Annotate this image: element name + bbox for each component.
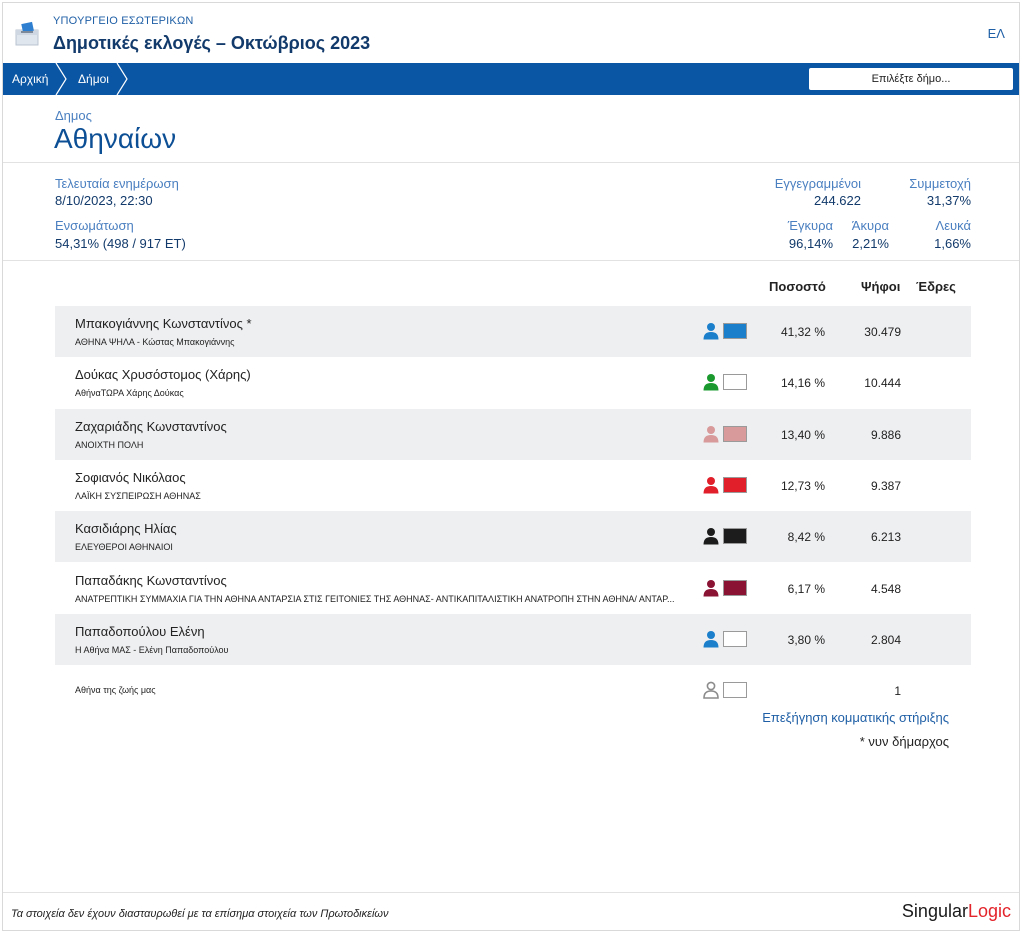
- breadcrumb-separator-icon: [116, 63, 128, 95]
- ballot-box-icon: [15, 21, 39, 46]
- breadcrumb-separator-icon: [55, 63, 67, 95]
- column-header-votes: Ψήφοι: [861, 279, 901, 294]
- candidate-name: Ζαχαριάδης Κωνσταντίνος: [75, 418, 227, 434]
- valid-value: 96,14%: [788, 236, 833, 251]
- party-name: Αθήνα της ζωής μας: [75, 685, 156, 696]
- table-row[interactable]: Αθήνα της ζωής μας 1: [55, 665, 971, 717]
- percent-value: 14,16 %: [780, 376, 825, 391]
- votes-value: 9.387: [870, 478, 901, 493]
- party-color-swatch: [723, 528, 747, 545]
- votes-value: 1: [894, 684, 901, 699]
- integration-value: 54,31% (498 / 917 ΕΤ): [55, 236, 186, 251]
- logo-text-part2: Logic: [967, 901, 1011, 921]
- candidate-name: Παπαδοπούλου Ελένη: [75, 623, 205, 639]
- table-row[interactable]: Ζαχαριάδης Κωνσταντίνος ΑΝΟΙΧΤΗ ΠΟΛΗ 13,40…: [55, 408, 971, 460]
- person-icon: [703, 579, 719, 596]
- election-title[interactable]: Δημοτικές εκλογές – Οκτώβριος 2023: [53, 33, 371, 53]
- party-color-swatch: [723, 579, 747, 596]
- person-icon: [703, 630, 719, 648]
- party-color-swatch: [723, 323, 747, 339]
- table-row[interactable]: Κασιδιάρης Ηλίας ΕΛΕΥΘΕΡΟΙ ΑΘΗΝΑΙΟΙ 8,42 %…: [55, 511, 971, 563]
- ministry-label: ΥΠΟΥΡΓΕΙΟ ΕΣΩΤΕΡΙΚΩΝ: [53, 15, 194, 27]
- votes-value: 30.479: [864, 325, 901, 339]
- person-icon: [703, 323, 719, 340]
- blank-value: 1,66%: [934, 236, 971, 251]
- breadcrumb-home[interactable]: Αρχική: [12, 72, 49, 86]
- column-header-percent: Ποσοστό: [769, 279, 826, 294]
- percent-value: 13,40 %: [780, 427, 825, 442]
- integration-label: Ενσωμάτωση: [55, 218, 134, 233]
- turnout-label: Συμμετοχή: [909, 176, 971, 191]
- party-name: ΑΘΗΝΑ ΨΗΛΑ - Κώστας Μπακογιάννης: [75, 337, 235, 347]
- percent-value: 12,73 %: [780, 478, 825, 493]
- table-row[interactable]: Παπαδοπούλου Ελένη Η Αθήνα ΜΑΣ - Ελένη Πα…: [55, 613, 971, 665]
- invalid-value: 2,21%: [852, 236, 889, 251]
- municipality-select[interactable]: Επιλέξτε δήμο...: [809, 68, 1013, 90]
- registered-value: 244.622: [814, 193, 861, 208]
- registered-label: Εγγεγραμμένοι: [774, 176, 861, 191]
- party-name: ΑθήναΤΩΡΑ Χάρης Δούκας: [75, 388, 184, 399]
- party-color-swatch: [723, 425, 747, 442]
- singularlogic-logo: SingularLogic: [902, 901, 1011, 922]
- column-header-seats: Έδρες: [916, 279, 956, 294]
- divider: [3, 892, 1019, 893]
- party-color-swatch: [723, 476, 747, 493]
- candidate-name: Δούκας Χρυσόστομος (Χάρης): [75, 367, 251, 383]
- municipality-name: Αθηναίων: [54, 123, 177, 154]
- candidate-name: Παπαδάκης Κωνσταντίνος: [75, 572, 227, 588]
- votes-value: 4.548: [870, 581, 901, 596]
- party-name: ΑΝΑΤΡΕΠΤΙΚΗ ΣΥΜΜΑΧΙΑ ΓΙΑ ΤΗΝ ΑΘΗΝΑ ΑΝΤΑΡ…: [75, 593, 675, 604]
- candidate-name: Κασιδιάρης Ηλίας: [75, 521, 177, 537]
- valid-label: Έγκυρα: [787, 218, 833, 233]
- party-color-swatch: [723, 630, 747, 647]
- party-name: ΛΑΪΚΗ ΣΥΣΠΕΙΡΩΣΗ ΑΘΗΝΑΣ: [75, 490, 201, 501]
- divider: [3, 260, 1019, 261]
- person-icon: [703, 374, 719, 391]
- party-name: ΑΝΟΙΧΤΗ ΠΟΛΗ: [75, 439, 144, 450]
- language-switch[interactable]: ΕΛ: [987, 26, 1005, 41]
- percent-value: 6,17 %: [787, 581, 825, 596]
- votes-value: 10.444: [864, 376, 901, 391]
- person-icon: [703, 476, 719, 494]
- turnout-value: 31,37%: [926, 193, 971, 208]
- party-color-swatch: [723, 682, 747, 699]
- percent-value: 3,80 %: [787, 632, 825, 647]
- percent-value: 8,42 %: [787, 530, 825, 545]
- table-row[interactable]: Μπακογιάννης Κωνσταντίνος * ΑΘΗΝΑ ΨΗΛΑ - …: [55, 306, 971, 357]
- invalid-label: Άκυρα: [851, 218, 889, 233]
- votes-value: 2.804: [870, 632, 901, 647]
- last-update-label: Τελευταία ενημέρωση: [55, 176, 179, 191]
- party-support-explanation-link[interactable]: Επεξήγηση κομματικής στήριξης: [762, 710, 949, 725]
- person-icon: [703, 528, 719, 545]
- person-icon: [703, 425, 719, 443]
- breadcrumb-municipalities[interactable]: Δήμοι: [78, 72, 109, 86]
- table-row[interactable]: Δούκας Χρυσόστομος (Χάρης) ΑθήναΤΩΡΑ Χάρη…: [55, 357, 971, 408]
- disclaimer-text: Τα στοιχεία δεν έχουν διασταυρωθεί με τα…: [11, 908, 389, 920]
- municipality-label: Δημος: [55, 108, 92, 123]
- last-update-value: 8/10/2023, 22:30: [55, 193, 153, 208]
- candidate-name: Σοφιανός Νικόλαος: [75, 469, 186, 485]
- percent-value: 41,32 %: [780, 325, 825, 339]
- table-row[interactable]: Σοφιανός Νικόλαος ΛΑΪΚΗ ΣΥΣΠΕΙΡΩΣΗ ΑΘΗΝΑΣ…: [55, 460, 971, 511]
- breadcrumb-bar: Αρχική Δήμοι Επιλέξτε δήμο...: [3, 63, 1019, 95]
- party-name: Η Αθήνα ΜΑΣ - Ελένη Παπαδοπούλου: [75, 644, 229, 655]
- party-color-swatch: [723, 374, 747, 391]
- blank-label: Λευκά: [935, 218, 971, 233]
- current-mayor-note: * νυν δήμαρχος: [859, 734, 949, 749]
- table-row[interactable]: Παπαδάκης Κωνσταντίνος ΑΝΑΤΡΕΠΤΙΚΗ ΣΥΜΜΑΧ…: [55, 563, 971, 614]
- person-icon: [703, 681, 719, 699]
- candidate-name: Μπακογιάννης Κωνσταντίνος *: [75, 316, 252, 331]
- divider: [3, 162, 1019, 163]
- app-header: ΥΠΟΥΡΓΕΙΟ ΕΣΩΤΕΡΙΚΩΝ Δημοτικές εκλογές –…: [3, 3, 1019, 63]
- party-name: ΕΛΕΥΘΕΡΟΙ ΑΘΗΝΑΙΟΙ: [75, 542, 173, 553]
- logo-text-part1: Singular: [901, 901, 968, 921]
- votes-value: 9.886: [870, 427, 901, 442]
- votes-value: 6.213: [870, 530, 901, 545]
